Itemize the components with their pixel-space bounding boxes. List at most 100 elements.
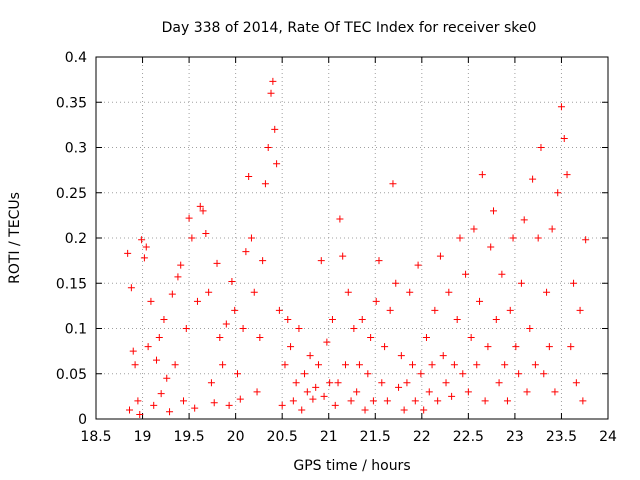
data-point — [168, 290, 176, 298]
data-point — [250, 288, 258, 296]
data-point — [529, 175, 537, 183]
data-point — [498, 270, 506, 278]
data-point — [273, 160, 281, 168]
data-point — [428, 361, 436, 369]
data-point — [487, 243, 495, 251]
data-point — [166, 408, 174, 416]
data-point — [334, 379, 342, 387]
data-point — [225, 401, 233, 409]
data-point — [459, 370, 467, 378]
data-point — [414, 261, 422, 269]
data-point — [239, 325, 247, 332]
data-point — [160, 315, 168, 323]
data-point — [134, 397, 142, 405]
data-point — [476, 297, 484, 305]
data-point — [456, 234, 464, 242]
data-point — [278, 401, 286, 409]
data-point — [261, 180, 269, 188]
data-point — [253, 388, 261, 396]
y-tick-label: 0.35 — [56, 95, 87, 111]
x-tick-label: 20 — [227, 429, 245, 445]
data-point — [177, 261, 185, 269]
data-point — [247, 234, 255, 242]
data-point — [395, 383, 403, 391]
data-point — [406, 288, 414, 296]
data-point — [256, 334, 264, 342]
data-point — [245, 172, 253, 180]
data-point — [323, 338, 331, 346]
data-point — [180, 397, 188, 405]
y-axis-label: ROTI / TECUs — [7, 192, 23, 284]
data-point — [548, 225, 556, 233]
data-point — [369, 397, 377, 405]
data-point — [222, 320, 230, 328]
data-point — [512, 343, 520, 351]
data-point — [138, 236, 146, 244]
x-tick-label: 23.5 — [546, 429, 577, 445]
data-point — [317, 257, 325, 265]
data-point — [534, 234, 542, 242]
data-point — [295, 325, 303, 332]
chart-title: Day 338 of 2014, Rate Of TEC Index for r… — [162, 20, 537, 36]
data-point — [213, 259, 221, 267]
data-point — [450, 361, 458, 369]
data-point — [417, 370, 425, 378]
data-point — [543, 288, 551, 296]
data-point — [236, 395, 244, 403]
data-point — [509, 234, 517, 242]
data-point — [298, 406, 306, 414]
data-point — [312, 383, 320, 391]
data-point — [467, 334, 475, 342]
data-point — [557, 103, 565, 111]
x-tick-label: 19 — [134, 429, 152, 445]
data-point — [515, 370, 523, 378]
data-point — [448, 392, 456, 400]
data-point — [174, 273, 182, 281]
data-point — [392, 279, 400, 287]
data-point — [196, 202, 204, 210]
data-point — [124, 249, 132, 257]
x-tick-label: 23 — [506, 429, 524, 445]
data-point — [144, 343, 152, 351]
plot-frame — [95, 56, 609, 420]
data-point — [153, 356, 161, 364]
data-point — [163, 374, 171, 382]
data-point — [545, 343, 553, 351]
data-point — [551, 388, 559, 396]
data-point — [381, 343, 389, 351]
data-point — [462, 270, 470, 278]
data-point — [434, 397, 442, 405]
data-point — [582, 236, 590, 244]
data-point — [142, 243, 150, 251]
data-point — [520, 216, 528, 224]
data-point — [386, 306, 394, 314]
data-point — [301, 370, 309, 378]
y-tick-label: 0.05 — [56, 367, 87, 383]
data-point — [328, 315, 336, 323]
y-tick-label: 0.15 — [56, 276, 87, 292]
data-point — [481, 397, 489, 405]
data-point — [205, 288, 213, 296]
data-point — [397, 352, 405, 360]
data-point — [361, 406, 369, 414]
x-tick-label: 21 — [320, 429, 338, 445]
data-point — [442, 379, 450, 387]
data-point — [127, 284, 135, 292]
data-point — [219, 361, 227, 369]
x-tick-label: 21.5 — [360, 429, 391, 445]
x-tick-labels: 18.5 19 19.5 20 20.5 21 21.5 22 22.5 23 23.5 24 — [80, 429, 617, 445]
data-point — [202, 229, 210, 237]
data-point — [129, 347, 137, 355]
data-point — [155, 334, 163, 342]
data-point — [147, 297, 155, 305]
y-tick-label: 0.2 — [65, 231, 87, 247]
data-point — [136, 410, 144, 418]
data-point — [150, 401, 158, 409]
data-point — [275, 306, 283, 314]
data-point — [453, 315, 461, 323]
data-point — [560, 134, 568, 142]
data-point — [375, 257, 383, 265]
data-point — [355, 361, 363, 369]
data-point — [185, 214, 193, 222]
